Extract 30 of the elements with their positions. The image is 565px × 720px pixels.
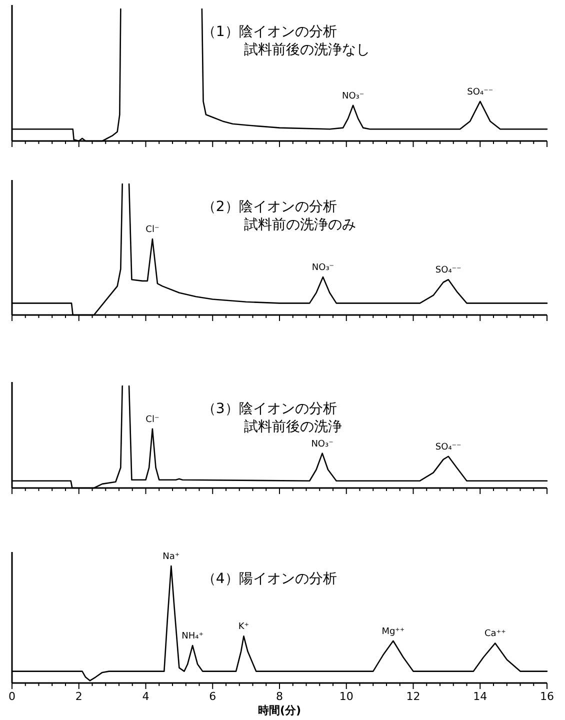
x-tick-label: 2 [75,690,82,703]
annotation: NO₃⁻ [312,263,334,274]
annotation: Cl⁻ [146,414,160,425]
x-tick-label: 16 [540,690,554,703]
x-tick-label: 0 [8,690,16,703]
annotation: NO₃⁻ [342,91,364,102]
annotation: SO₄⁻⁻ [435,442,462,452]
text: 試料前の洗浄のみ [244,217,356,233]
x-tick-label: 10 [339,690,354,703]
x-tick-label: 8 [276,690,283,703]
x-tick-label: 4 [142,690,150,703]
x-tick-label: 6 [209,690,216,703]
annotation: SO₄⁻⁻ [435,266,462,276]
annotation: K⁺ [238,622,250,632]
text: （3）陰イオンの分析 [202,401,337,417]
chart-title: （4）陽イオンの分析 [202,571,337,587]
annotation: Ca⁺⁺ [484,629,506,640]
text: 試料前後の洗浄なし [244,42,370,58]
x-axis-title: 時間(分) [258,704,302,717]
annotation: NO₃⁻ [311,439,334,450]
text: （1）陰イオンの分析 [202,24,337,40]
annotation: Na⁺ [162,552,180,562]
annotation: Mg⁺⁺ [382,626,405,637]
x-tick-label: 12 [406,690,420,703]
annotation: Cl⁻ [146,225,160,236]
x-tick-label: 14 [473,690,488,703]
text: 試料前後の洗浄 [244,419,342,435]
annotation: SO₄⁻⁻ [467,87,494,98]
text: （2）陰イオンの分析 [202,199,337,215]
annotation: NH₄⁺ [182,632,204,642]
